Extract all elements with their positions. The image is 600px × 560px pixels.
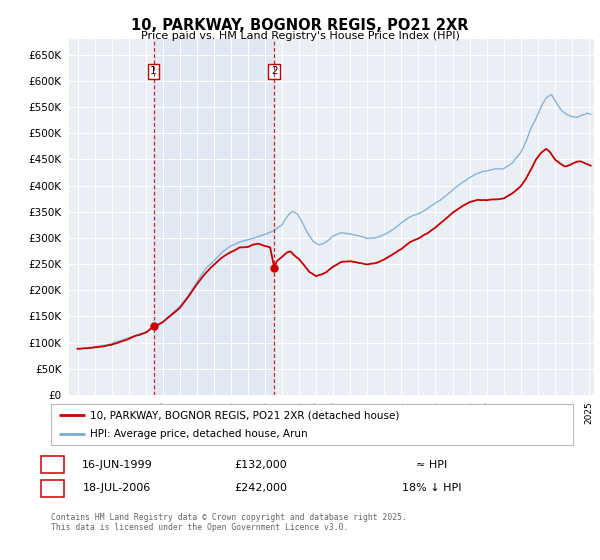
Bar [154,39,274,395]
Text: £132,000: £132,000 [235,460,287,470]
Text: 2: 2 [49,482,56,495]
Text: 16-JUN-1999: 16-JUN-1999 [82,460,152,470]
Text: Price paid vs. HM Land Registry's House Price Index (HPI): Price paid vs. HM Land Registry's House … [140,31,460,41]
Text: £242,000: £242,000 [235,483,287,493]
Text: 18% ↓ HPI: 18% ↓ HPI [402,483,462,493]
Text: HPI: Average price, detached house, Arun: HPI: Average price, detached house, Arun [90,429,308,439]
Text: 10, PARKWAY, BOGNOR REGIS, PO21 2XR (detached house): 10, PARKWAY, BOGNOR REGIS, PO21 2XR (det… [90,410,400,421]
Text: 18-JUL-2006: 18-JUL-2006 [83,483,151,493]
Text: Contains HM Land Registry data © Crown copyright and database right 2025.: Contains HM Land Registry data © Crown c… [51,513,407,522]
Text: 2: 2 [271,66,278,76]
Text: 1: 1 [49,458,56,472]
Text: 10, PARKWAY, BOGNOR REGIS, PO21 2XR: 10, PARKWAY, BOGNOR REGIS, PO21 2XR [131,18,469,33]
Text: This data is licensed under the Open Government Licence v3.0.: This data is licensed under the Open Gov… [51,523,349,532]
Text: ≈ HPI: ≈ HPI [416,460,448,470]
Text: 1: 1 [150,66,157,76]
